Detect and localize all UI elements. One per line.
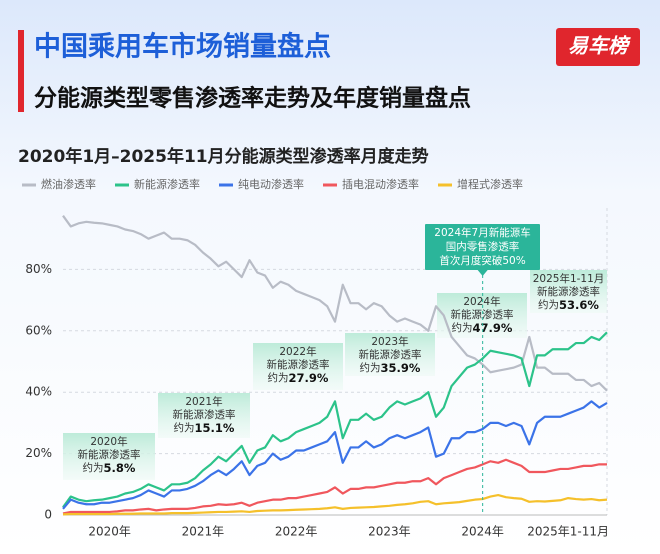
x-tick-label: 2022年 <box>275 525 318 539</box>
page-title: 中国乘用车市场销量盘点 <box>34 31 331 63</box>
annotation-value: 35.9% <box>381 361 421 375</box>
legend-label: 新能源渗透率 <box>134 177 200 191</box>
annotation-text: 新能源渗透率 <box>78 448 141 461</box>
annotation-text: 2022年 <box>279 345 316 358</box>
logo-box <box>556 28 640 66</box>
callout-text: 2024年7月新能源车 <box>434 226 530 239</box>
annotation-box <box>530 270 607 313</box>
series-line <box>62 215 608 392</box>
legend-label: 燃油渗透率 <box>41 177 96 191</box>
series-line <box>62 331 608 508</box>
annotation-text: 2025年1-11月 <box>533 272 605 285</box>
annotation-value: 47.9% <box>473 321 513 335</box>
annotation-prefix: 约为 <box>83 461 104 474</box>
annotation-text: 约为53.6% <box>538 298 599 312</box>
annotation-value: 15.1% <box>195 421 235 435</box>
annotation-text: 新能源渗透率 <box>537 285 600 298</box>
callout-pointer <box>477 270 488 276</box>
accent-bar <box>18 30 24 112</box>
y-tick-label: 80% <box>25 262 52 276</box>
annotation-text: 2021年 <box>185 395 222 408</box>
callout-box <box>425 224 540 270</box>
annotation-box <box>437 293 527 338</box>
y-tick-label: 40% <box>25 385 52 399</box>
annotation-value: 5.8% <box>104 461 136 475</box>
annotation-text: 新能源渗透率 <box>173 408 236 421</box>
legend-label: 增程式渗透率 <box>457 177 523 191</box>
annotation-text: 新能源渗透率 <box>451 308 514 321</box>
annotation-text: 新能源渗透率 <box>267 358 330 371</box>
chart-title: 2020年1月–2025年11月分能源类型渗透率月度走势 <box>18 146 429 167</box>
annotation-prefix: 约为 <box>538 298 559 311</box>
annotation-box <box>158 393 250 438</box>
annotation-text: 2023年 <box>371 335 408 348</box>
x-tick-label: 2024年 <box>461 525 504 539</box>
annotation-text: 约为15.1% <box>174 421 235 435</box>
page-subtitle: 分能源类型零售渗透率走势及年度销量盘点 <box>34 85 471 112</box>
annotation-text: 约为5.8% <box>83 461 136 475</box>
annotation-text: 约为47.9% <box>452 321 513 335</box>
callout-text: 国内零售渗透率 <box>446 240 520 253</box>
annotation-box <box>253 343 343 390</box>
series-line <box>62 400 608 510</box>
x-tick-label: 2021年 <box>182 525 225 539</box>
legend-label: 插电混动渗透率 <box>342 177 419 191</box>
x-tick-label: 2023年 <box>368 525 411 539</box>
annotation-text: 2020年 <box>90 435 127 448</box>
legend-label: 纯电动渗透率 <box>238 177 304 191</box>
annotation-text: 约为35.9% <box>360 361 421 375</box>
x-tick-label: 2020年 <box>88 525 131 539</box>
annotation-prefix: 约为 <box>174 421 195 434</box>
y-tick-label: 60% <box>25 323 52 337</box>
annotation-text: 新能源渗透率 <box>359 348 422 361</box>
annotation-prefix: 约为 <box>360 361 381 374</box>
series-line <box>62 458 607 515</box>
annotation-box <box>345 333 435 376</box>
annotation-prefix: 约为 <box>452 321 473 334</box>
annotation-prefix: 约为 <box>268 371 289 384</box>
series-line <box>62 493 608 516</box>
x-tick-label: 2025年1-11月 <box>527 525 609 539</box>
y-tick-label: 20% <box>25 446 52 460</box>
annotation-box <box>63 433 155 480</box>
annotation-text: 约为27.9% <box>268 371 329 385</box>
annotation-value: 27.9% <box>289 371 329 385</box>
annotation-text: 2024年 <box>463 295 500 308</box>
y-tick-label: 0 <box>44 508 52 522</box>
callout-text: 首次月度突破50% <box>439 254 525 267</box>
annotation-value: 53.6% <box>559 298 599 312</box>
logo: 易车榜 <box>568 34 631 58</box>
